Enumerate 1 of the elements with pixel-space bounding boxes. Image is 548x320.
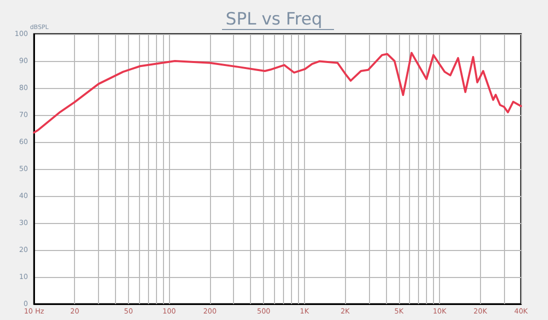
chart-title: SPL vs Freq: [226, 10, 322, 30]
